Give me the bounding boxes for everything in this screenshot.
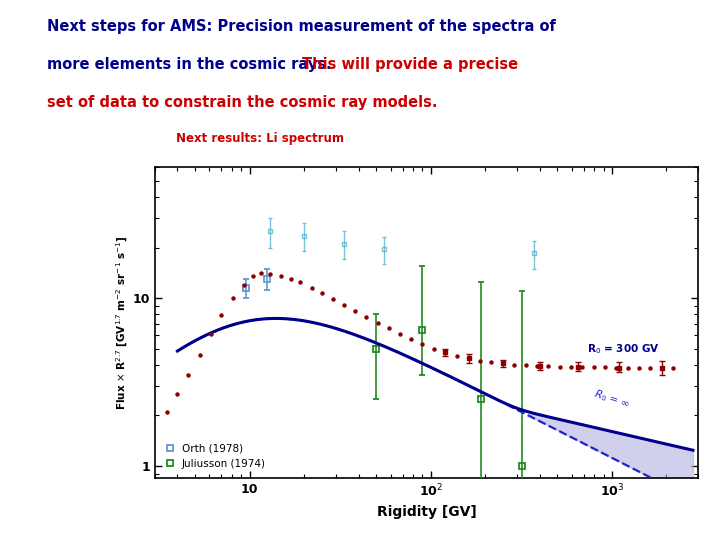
Text: R$_0$ = 300 GV: R$_0$ = 300 GV <box>588 342 660 355</box>
X-axis label: Rigidity [GV]: Rigidity [GV] <box>377 505 477 519</box>
Y-axis label: Flux $\times$ R$^{2.7}$ [GV$^{1.7}$ m$^{-2}$ sr$^{-1}$ s$^{-1}$]: Flux $\times$ R$^{2.7}$ [GV$^{1.7}$ m$^{… <box>114 235 130 410</box>
Legend: Orth (1978), Juliusson (1974): Orth (1978), Juliusson (1974) <box>160 439 270 472</box>
Text: This will provide a precise: This will provide a precise <box>302 57 518 72</box>
Text: Next results: Li spectrum: Next results: Li spectrum <box>176 132 344 145</box>
Text: R$_0$ = $\infty$: R$_0$ = $\infty$ <box>593 387 632 411</box>
Text: set of data to constrain the cosmic ray models.: set of data to constrain the cosmic ray … <box>47 94 437 110</box>
Text: more elements in the cosmic rays.: more elements in the cosmic rays. <box>47 57 336 72</box>
Text: Next steps for AMS: Precision measurement of the spectra of: Next steps for AMS: Precision measuremen… <box>47 19 556 34</box>
